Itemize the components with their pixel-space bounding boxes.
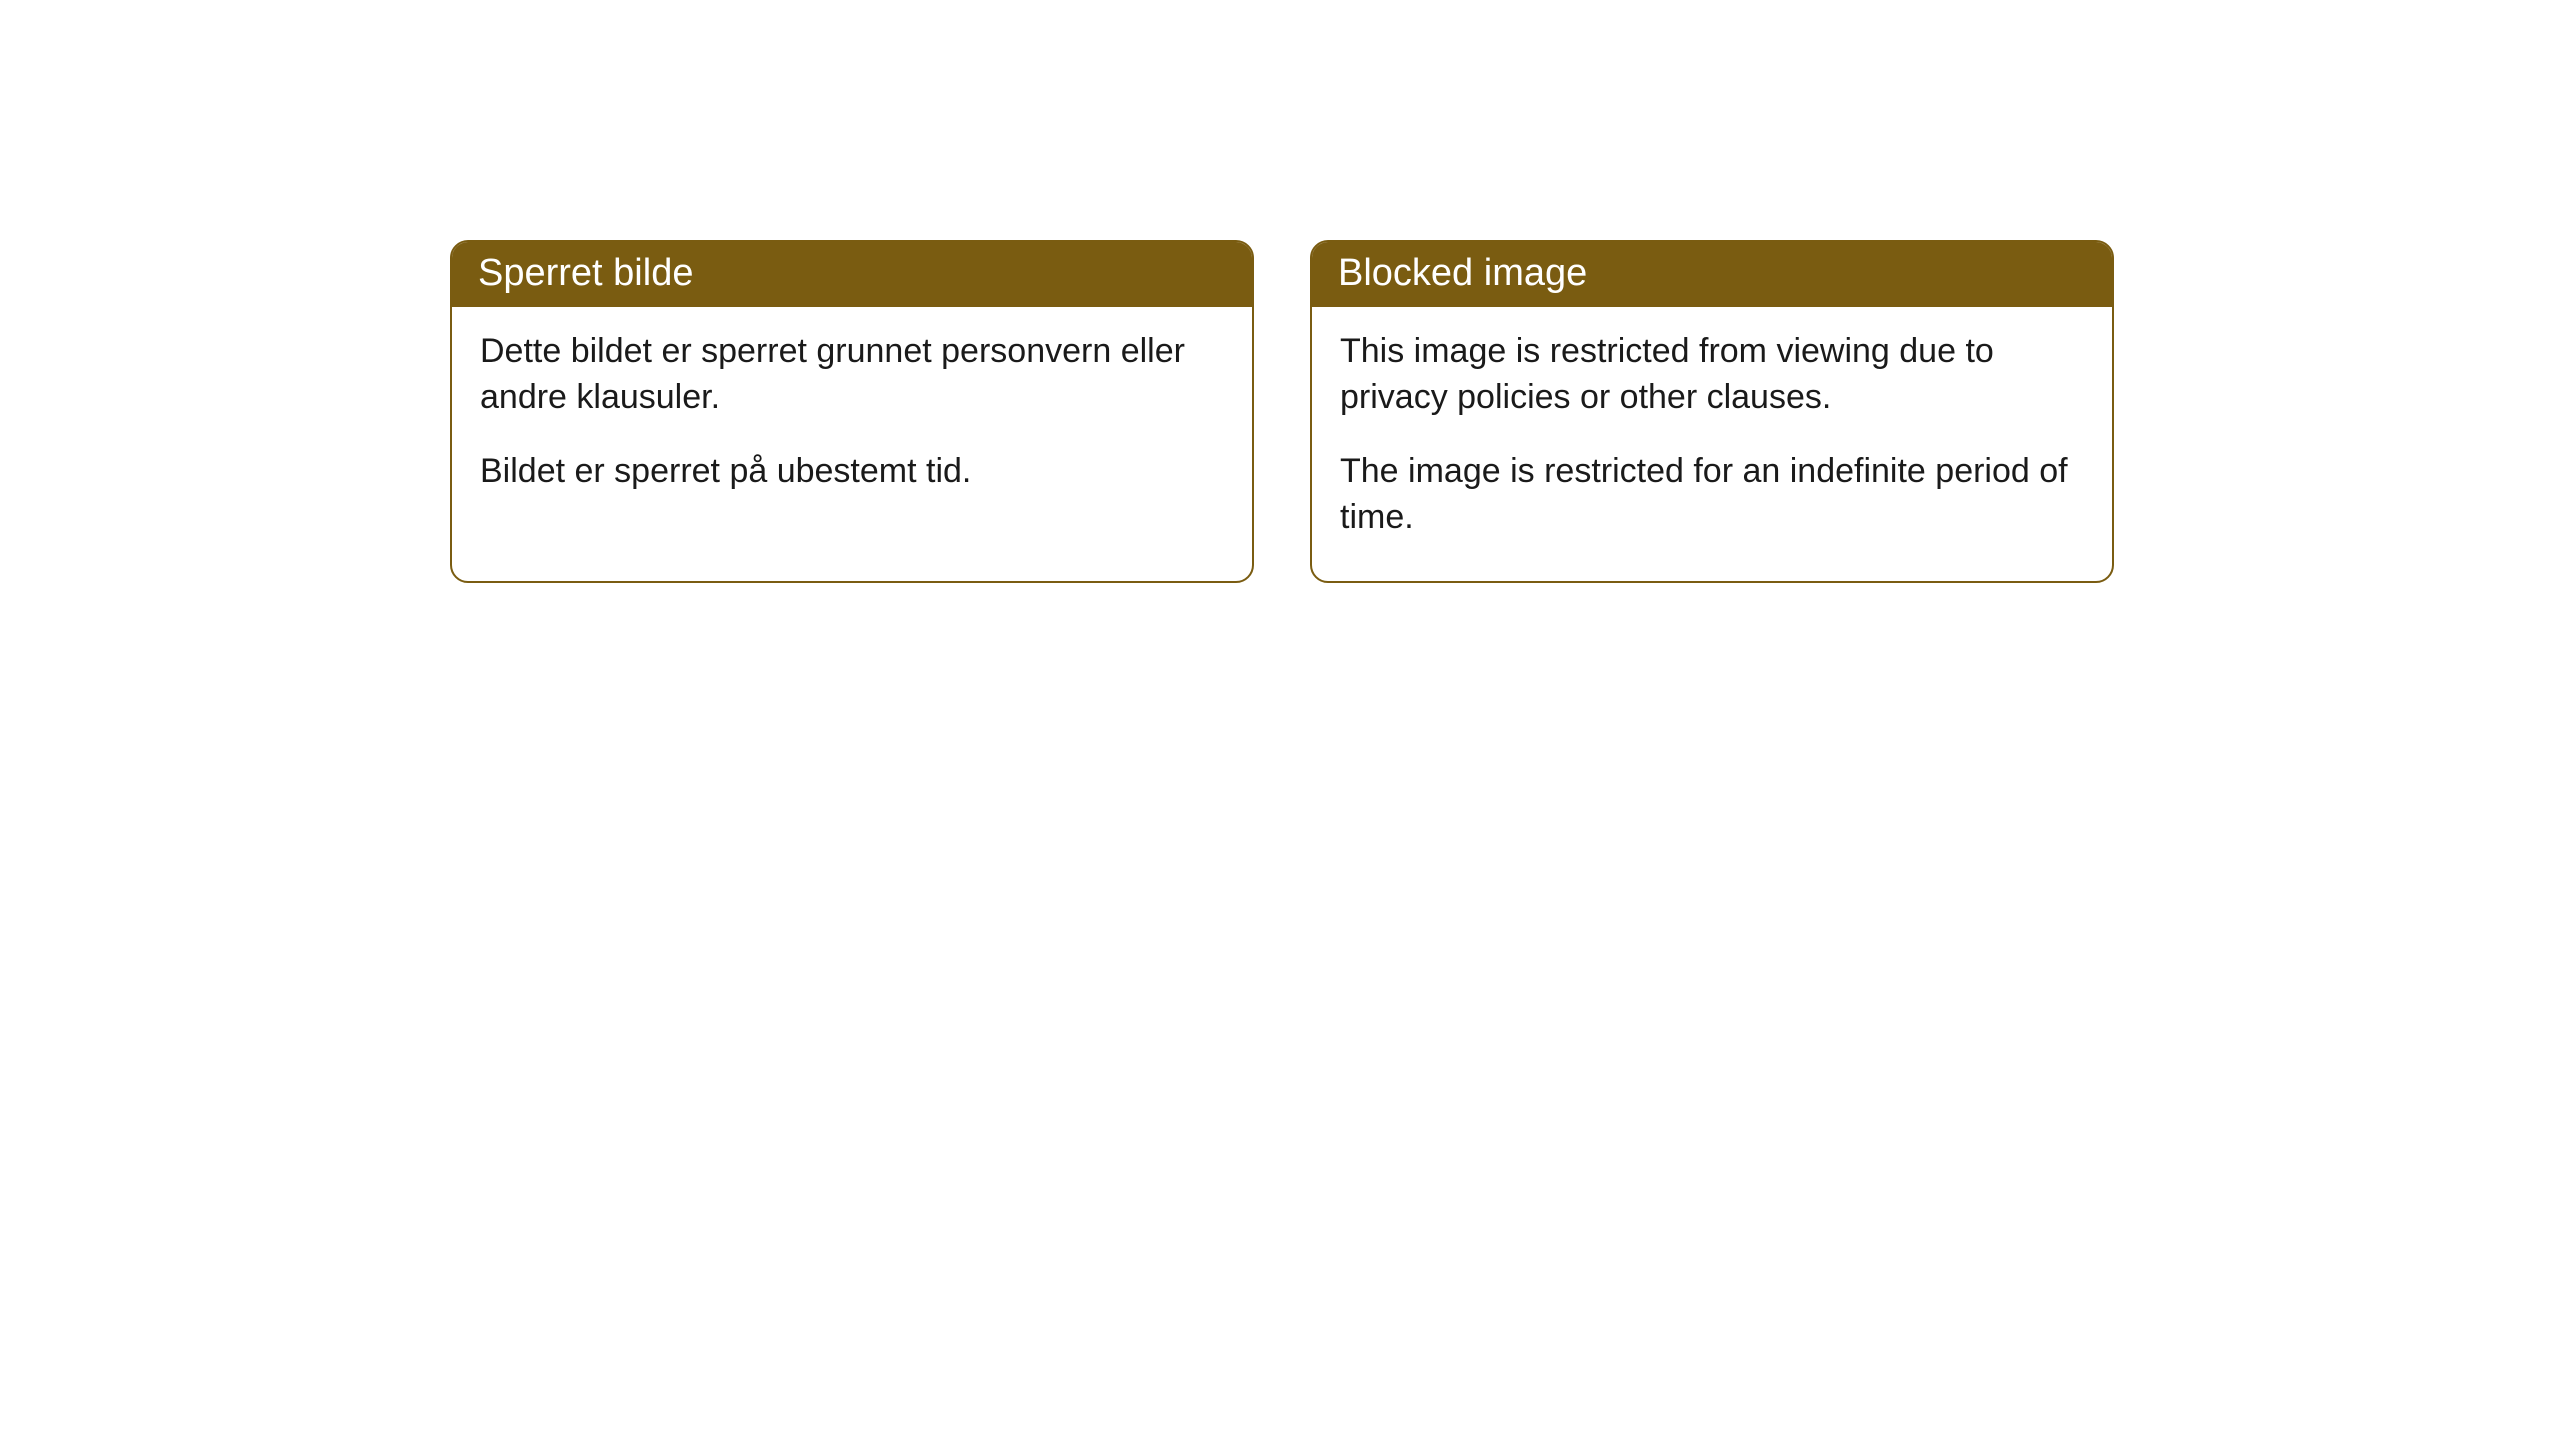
card-paragraph: Dette bildet er sperret grunnet personve…	[480, 329, 1224, 421]
card-body: Dette bildet er sperret grunnet personve…	[452, 307, 1252, 535]
card-header: Blocked image	[1312, 242, 2112, 307]
card-paragraph: Bildet er sperret på ubestemt tid.	[480, 449, 1224, 495]
card-body: This image is restricted from viewing du…	[1312, 307, 2112, 581]
notice-container: Sperret bilde Dette bildet er sperret gr…	[0, 0, 2560, 583]
card-header: Sperret bilde	[452, 242, 1252, 307]
blocked-image-card-norwegian: Sperret bilde Dette bildet er sperret gr…	[450, 240, 1254, 583]
card-title: Sperret bilde	[478, 252, 693, 294]
blocked-image-card-english: Blocked image This image is restricted f…	[1310, 240, 2114, 583]
card-title: Blocked image	[1338, 252, 1587, 294]
card-paragraph: The image is restricted for an indefinit…	[1340, 449, 2084, 541]
card-paragraph: This image is restricted from viewing du…	[1340, 329, 2084, 421]
